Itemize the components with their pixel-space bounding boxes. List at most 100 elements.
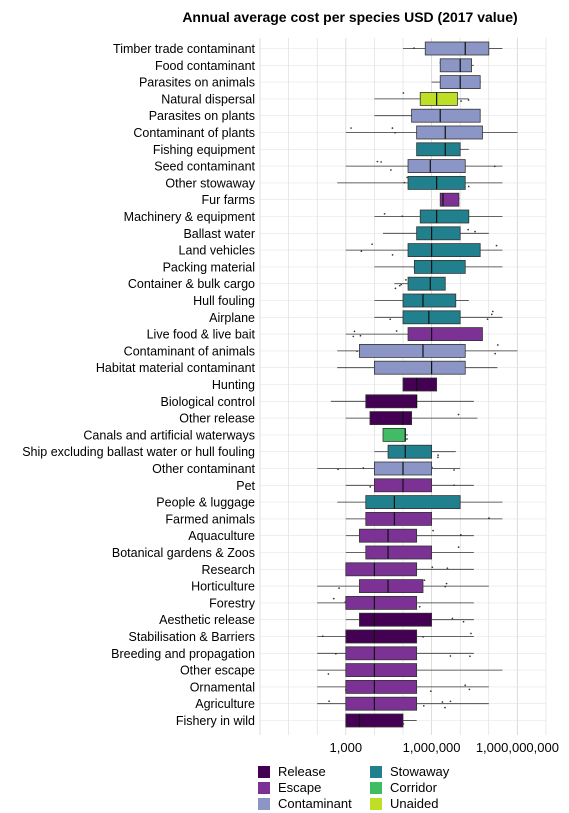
- box-natural-dispersal: [374, 92, 469, 106]
- box-farmed-animals: [345, 512, 503, 526]
- jitter-point: [462, 620, 465, 623]
- chart-title: Annual average cost per species USD (201…: [182, 9, 517, 25]
- category-label: Other release: [179, 412, 255, 426]
- category-label: Horticulture: [191, 580, 255, 594]
- jitter-point: [400, 283, 403, 286]
- box-people-luggage: [337, 495, 503, 510]
- box-aesthetic-release: [345, 612, 474, 627]
- box-iqr: [369, 411, 413, 426]
- box-hull-fouling: [374, 293, 469, 308]
- legend-item: Corridor: [370, 780, 438, 795]
- category-label: Other stowaway: [165, 176, 255, 190]
- legend-swatch: [258, 782, 270, 794]
- box-agriculture: [317, 696, 489, 711]
- box-forestry: [317, 596, 474, 610]
- category-label: Stabilisation & Barriers: [129, 630, 255, 644]
- box-iqr: [407, 276, 446, 291]
- category-label: Farmed animals: [165, 512, 255, 526]
- box-fur-farms: [439, 192, 460, 207]
- category-label: Seed contaminant: [154, 160, 255, 174]
- box-iqr: [345, 629, 418, 644]
- jitter-point: [376, 160, 379, 163]
- jitter-point: [453, 469, 455, 471]
- category-label: Biological control: [161, 395, 256, 409]
- jitter-point: [328, 700, 330, 703]
- jitter-point: [398, 284, 401, 287]
- legend-item: Stowaway: [370, 764, 450, 779]
- box-botanical-gardens-zoos: [345, 545, 474, 560]
- jitter-point: [460, 100, 462, 102]
- jitter-point: [446, 567, 449, 570]
- legend-item: Escape: [258, 780, 321, 795]
- box-iqr: [382, 427, 406, 442]
- box-hunting: [402, 377, 438, 392]
- category-label: Packing material: [163, 260, 255, 274]
- category-label: Timber trade contaminant: [113, 42, 255, 56]
- category-label: Ballast water: [183, 227, 255, 241]
- category-label: Pet: [236, 479, 255, 493]
- box-other-contaminant: [317, 461, 461, 476]
- box-iqr: [365, 495, 461, 510]
- category-label: Other contaminant: [152, 462, 255, 476]
- jitter-point: [495, 244, 498, 247]
- jitter-point: [490, 313, 493, 316]
- box-contaminant-of-plants: [345, 125, 518, 140]
- category-label: Land vehicles: [179, 244, 255, 258]
- legend-label: Corridor: [390, 780, 438, 795]
- box-iqr: [359, 612, 433, 627]
- box-ship-excluding-ballast-water-or-hull-fouling: [374, 444, 456, 459]
- box-iqr: [345, 696, 418, 711]
- jitter-point: [449, 700, 452, 703]
- box-iqr: [402, 293, 457, 308]
- jitter-point: [402, 92, 405, 94]
- category-label: Hunting: [212, 378, 255, 392]
- legend-label: Release: [278, 764, 326, 779]
- legend-swatch: [258, 798, 270, 810]
- category-label: Machinery & equipment: [124, 210, 256, 224]
- jitter-point: [467, 228, 470, 231]
- box-research: [345, 562, 474, 577]
- jitter-point: [371, 243, 373, 246]
- box-iqr: [416, 226, 461, 241]
- box-iqr: [416, 125, 483, 140]
- jitter-point: [467, 99, 470, 101]
- jitter-point: [441, 701, 444, 703]
- jitter-point: [474, 230, 476, 233]
- category-label: Contaminant of plants: [133, 126, 255, 140]
- box-iqr: [365, 394, 418, 409]
- jitter-point: [390, 169, 392, 171]
- category-label: Aquaculture: [188, 529, 255, 543]
- category-label: Fur farms: [202, 193, 255, 207]
- category-label: Natural dispersal: [161, 92, 255, 106]
- jitter-point: [432, 529, 434, 532]
- box-food-contaminant: [439, 58, 474, 73]
- legend-label: Contaminant: [278, 796, 352, 811]
- category-label: Hull fouling: [193, 294, 255, 308]
- legend-label: Stowaway: [390, 764, 450, 779]
- jitter-point: [467, 185, 470, 188]
- box-iqr: [424, 41, 490, 56]
- legend-label: Unaided: [390, 796, 438, 811]
- jitter-point: [445, 582, 448, 585]
- legend-item: Contaminant: [258, 796, 352, 811]
- jitter-point: [352, 335, 355, 338]
- legend-swatch: [370, 798, 382, 810]
- x-tick-label: 1,000,000,000: [476, 740, 559, 755]
- category-label: Botanical gardens & Zoos: [112, 546, 255, 560]
- category-label: Forestry: [209, 596, 256, 610]
- box-iqr: [419, 209, 470, 224]
- jitter-point: [437, 456, 439, 459]
- category-label: Research: [202, 563, 256, 577]
- category-label: Aesthetic release: [159, 613, 255, 627]
- box-fishing-equipment: [416, 142, 469, 157]
- jitter-point: [418, 605, 421, 608]
- category-label: Parasites on plants: [149, 109, 255, 123]
- jitter-point: [423, 579, 426, 582]
- box-machinery-equipment: [374, 209, 503, 224]
- jitter-point: [359, 334, 362, 337]
- category-label: Fishing equipment: [153, 143, 256, 157]
- jitter-point: [391, 254, 394, 256]
- box-iqr: [411, 108, 481, 123]
- jitter-point: [449, 655, 452, 657]
- legend-item: Unaided: [370, 796, 438, 811]
